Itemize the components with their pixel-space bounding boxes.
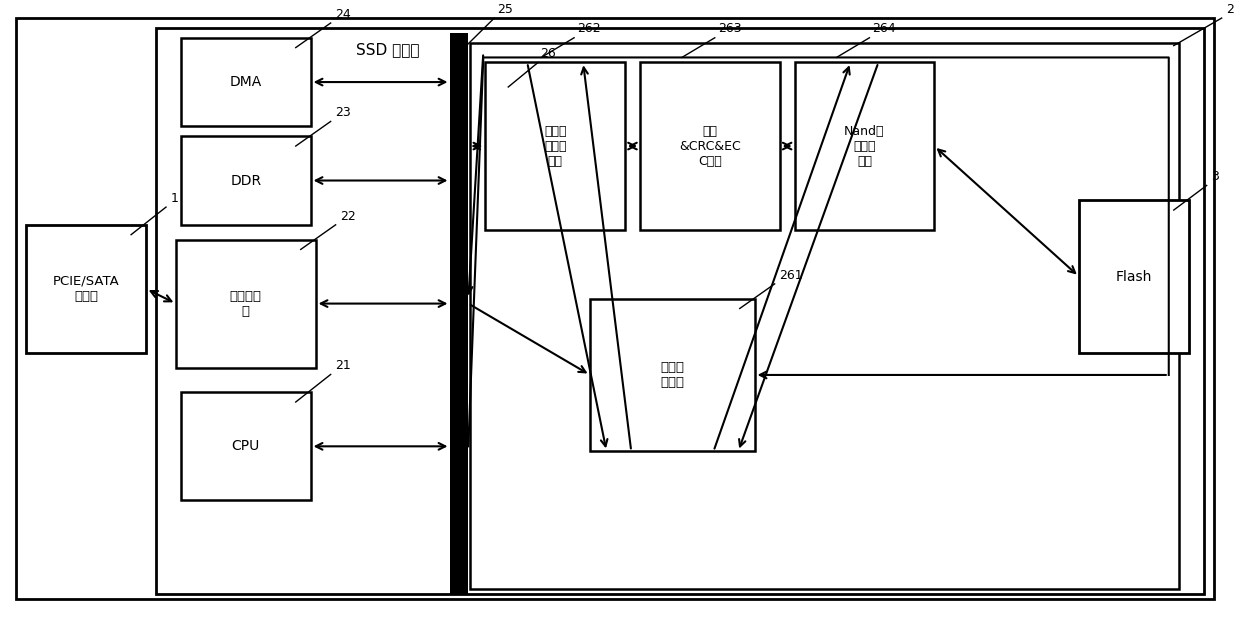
Text: 25: 25 — [497, 3, 513, 16]
Bar — [176, 239, 316, 368]
Text: 3: 3 — [1211, 170, 1218, 184]
Bar — [451, 33, 468, 594]
Bar — [156, 28, 1203, 594]
Bar — [794, 63, 934, 230]
Bar — [181, 136, 311, 225]
Text: 263: 263 — [717, 22, 741, 35]
Bar — [26, 225, 146, 353]
Text: 加扰
&CRC&EC
C模块: 加扰 &CRC&EC C模块 — [679, 125, 741, 167]
Text: PCIE/SATA
控制器: PCIE/SATA 控制器 — [53, 275, 120, 303]
Text: Flash: Flash — [1115, 270, 1152, 283]
Text: 264: 264 — [872, 22, 896, 35]
Text: 命令调
度模块: 命令调 度模块 — [660, 361, 684, 389]
Text: 1: 1 — [171, 192, 178, 205]
Text: SSD 控制器: SSD 控制器 — [356, 42, 419, 57]
Text: 26: 26 — [540, 47, 556, 60]
Text: 262: 262 — [577, 22, 601, 35]
Text: CPU: CPU — [232, 440, 260, 453]
Bar — [471, 43, 1178, 589]
Bar — [181, 392, 311, 500]
Bar — [1079, 200, 1188, 353]
Text: 22: 22 — [339, 210, 356, 223]
Text: 数据传
输控制
模块: 数据传 输控制 模块 — [544, 125, 566, 167]
Bar — [486, 63, 624, 230]
Text: 23: 23 — [335, 107, 351, 120]
Text: 前端控制
器: 前端控制 器 — [230, 290, 261, 317]
Bar — [641, 63, 779, 230]
Text: Nand时
序控制
模块: Nand时 序控制 模块 — [844, 125, 885, 167]
Bar — [181, 38, 311, 126]
Bar — [590, 299, 755, 451]
Text: 24: 24 — [335, 8, 351, 21]
Text: 261: 261 — [778, 269, 803, 282]
Text: 21: 21 — [335, 360, 351, 373]
Text: DMA: DMA — [229, 75, 261, 89]
Text: DDR: DDR — [230, 174, 261, 187]
Text: 2: 2 — [1225, 3, 1234, 16]
